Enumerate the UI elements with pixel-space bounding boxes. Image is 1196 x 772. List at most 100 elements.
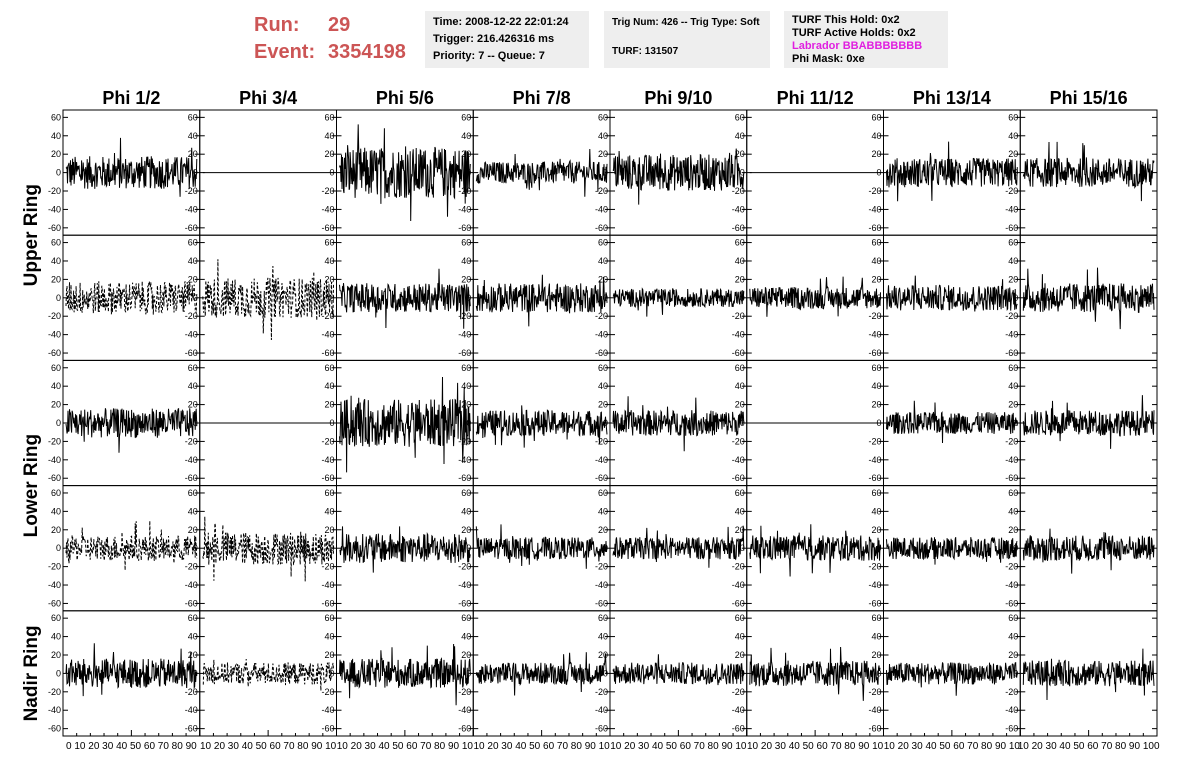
y-tick-label: -20	[1005, 687, 1018, 697]
y-tick-label: -60	[321, 598, 334, 608]
y-tick-label: -60	[1005, 598, 1018, 608]
y-tick-label: 20	[51, 525, 61, 535]
waveform-trace	[612, 287, 745, 317]
y-tick-label: -20	[732, 562, 745, 572]
waveform-trace	[1022, 648, 1155, 701]
y-tick-label: 40	[188, 256, 198, 266]
y-tick-label: 40	[735, 632, 745, 642]
y-tick-label: 60	[461, 613, 471, 623]
y-tick-label: 40	[871, 506, 881, 516]
y-tick-label: -60	[732, 473, 745, 483]
y-tick-label: 0	[1013, 418, 1018, 428]
priority-text: Priority: 7 -- Queue: 7	[433, 50, 545, 62]
y-tick-label: 60	[598, 363, 608, 373]
event-value: 3354198	[328, 41, 406, 63]
y-tick-label: 60	[188, 363, 198, 373]
y-tick-label: 60	[735, 112, 745, 122]
y-tick-label: -40	[1005, 204, 1018, 214]
y-tick-label: 20	[1008, 650, 1018, 660]
waveform-panel	[62, 234, 201, 361]
phi-header: Phi 5/6	[376, 88, 434, 108]
y-tick-label: 0	[876, 543, 881, 553]
y-tick-label: -40	[595, 705, 608, 715]
y-tick-label: 0	[876, 668, 881, 678]
phi-header: Phi 13/14	[913, 88, 991, 108]
y-tick-label: 40	[461, 381, 471, 391]
y-tick-label: 40	[51, 381, 61, 391]
y-tick-label: -60	[595, 724, 608, 734]
y-tick-label: -60	[321, 223, 334, 233]
y-tick-label: 60	[871, 112, 881, 122]
y-tick-label: 20	[598, 274, 608, 284]
waveform-trace	[202, 516, 334, 582]
y-tick-label: 0	[603, 293, 608, 303]
y-tick-label: -20	[321, 562, 334, 572]
y-tick-label: 60	[51, 238, 61, 248]
event-label: Event:	[254, 41, 316, 63]
y-tick-label: -60	[321, 724, 334, 734]
y-tick-label: -40	[458, 705, 471, 715]
y-tick-label: -40	[48, 204, 61, 214]
y-tick-label: -20	[868, 562, 881, 572]
waveform-trace	[475, 148, 608, 197]
y-tick-label: 20	[324, 525, 334, 535]
y-tick-label: 20	[51, 400, 61, 410]
y-tick-label: 0	[193, 543, 198, 553]
y-tick-label: -20	[458, 436, 471, 446]
waveform-trace	[886, 400, 1018, 444]
y-tick-label: 40	[324, 256, 334, 266]
y-tick-label: 40	[461, 131, 471, 141]
waveform-trace	[612, 396, 745, 452]
y-tick-label: 0	[603, 168, 608, 178]
y-tick-label: -60	[732, 223, 745, 233]
y-tick-label: -40	[868, 330, 881, 340]
y-tick-label: -60	[868, 724, 881, 734]
y-tick-label: -60	[458, 223, 471, 233]
x-tick-labels: 10 20 30 40 50 60 70 80 90 10	[884, 741, 1021, 752]
y-tick-label: -40	[1005, 455, 1018, 465]
y-tick-label: -20	[321, 687, 334, 697]
y-tick-label: -40	[185, 580, 198, 590]
y-tick-label: -20	[732, 311, 745, 321]
y-tick-label: 20	[188, 149, 198, 159]
y-tick-label: 20	[598, 400, 608, 410]
y-tick-label: 40	[324, 131, 334, 141]
phi-header: Phi 11/12	[777, 88, 854, 108]
y-tick-label: -20	[1005, 562, 1018, 572]
trigger-info-box: Trig Num: 426 -- Trig Type: Soft TURF: 1…	[604, 11, 770, 68]
ring-label: Upper Ring	[21, 184, 42, 286]
y-tick-label: -60	[48, 724, 61, 734]
waveform-trace	[65, 643, 198, 697]
y-tick-label: -40	[321, 330, 334, 340]
y-tick-label: 20	[598, 650, 608, 660]
waveform-trace	[1022, 141, 1155, 202]
y-tick-label: -60	[595, 223, 608, 233]
waveform-trace	[749, 646, 881, 701]
y-tick-label: 20	[871, 149, 881, 159]
waveform-trace	[612, 654, 745, 686]
y-tick-label: 40	[188, 131, 198, 141]
y-tick-label: -20	[595, 436, 608, 446]
y-tick-label: -40	[185, 330, 198, 340]
y-tick-label: -60	[48, 223, 61, 233]
y-tick-label: 0	[603, 668, 608, 678]
y-tick-label: 40	[461, 506, 471, 516]
y-tick-label: -20	[48, 186, 61, 196]
y-tick-label: 40	[324, 506, 334, 516]
y-tick-label: 20	[1008, 274, 1018, 284]
phi-header: Phi 9/10	[644, 88, 712, 108]
y-tick-label: 20	[735, 650, 745, 660]
y-tick-label: 60	[735, 613, 745, 623]
y-tick-label: -20	[185, 311, 198, 321]
y-tick-label: 40	[324, 632, 334, 642]
y-tick-label: -20	[1005, 436, 1018, 446]
y-tick-label: -60	[185, 223, 198, 233]
y-tick-label: -60	[458, 724, 471, 734]
y-tick-label: 20	[735, 400, 745, 410]
y-tick-label: 20	[461, 650, 471, 660]
time-text: Time: 2008-12-22 22:01:24	[433, 16, 569, 28]
y-tick-label: -20	[868, 436, 881, 446]
y-tick-label: 20	[188, 274, 198, 284]
y-tick-label: -40	[732, 705, 745, 715]
y-tick-label: 40	[735, 506, 745, 516]
